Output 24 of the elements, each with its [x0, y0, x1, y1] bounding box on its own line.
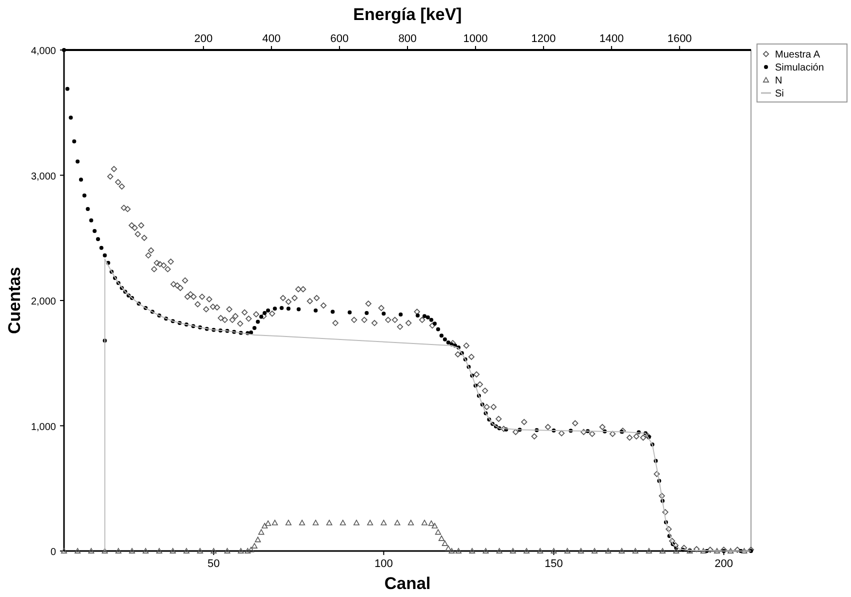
x2-tick-label: 200	[194, 33, 213, 45]
x2-tick-label: 1000	[463, 33, 488, 45]
x-tick-label: 50	[208, 558, 220, 570]
x-tick-label: 100	[374, 558, 393, 570]
y-tick-label: 1,000	[30, 422, 56, 433]
x-tick-label: 150	[544, 558, 563, 570]
x-tick-label: 200	[714, 558, 733, 570]
x-axis-title: Canal	[384, 574, 431, 593]
x2-tick-label: 1200	[531, 33, 556, 45]
x2-tick-label: 600	[330, 33, 349, 45]
y-tick-label: 0	[50, 547, 56, 558]
y-tick-label: 4,000	[30, 46, 56, 57]
legend-label: N	[775, 76, 782, 86]
x2-axis-title: Energía [keV]	[353, 5, 462, 24]
x2-tick-label: 1400	[599, 33, 624, 45]
x2-tick-label: 400	[262, 33, 281, 45]
x2-tick-label: 800	[398, 33, 417, 45]
legend-label: Si	[775, 88, 784, 100]
y-axis-title: Cuentas	[5, 266, 24, 334]
x2-tick-label: 1600	[667, 33, 692, 45]
legend-label: Simulación	[775, 62, 824, 74]
legend-label: Muestra A	[775, 50, 820, 60]
y-tick-label: 3,000	[30, 171, 56, 182]
y-tick-label: 2,000	[30, 296, 56, 308]
